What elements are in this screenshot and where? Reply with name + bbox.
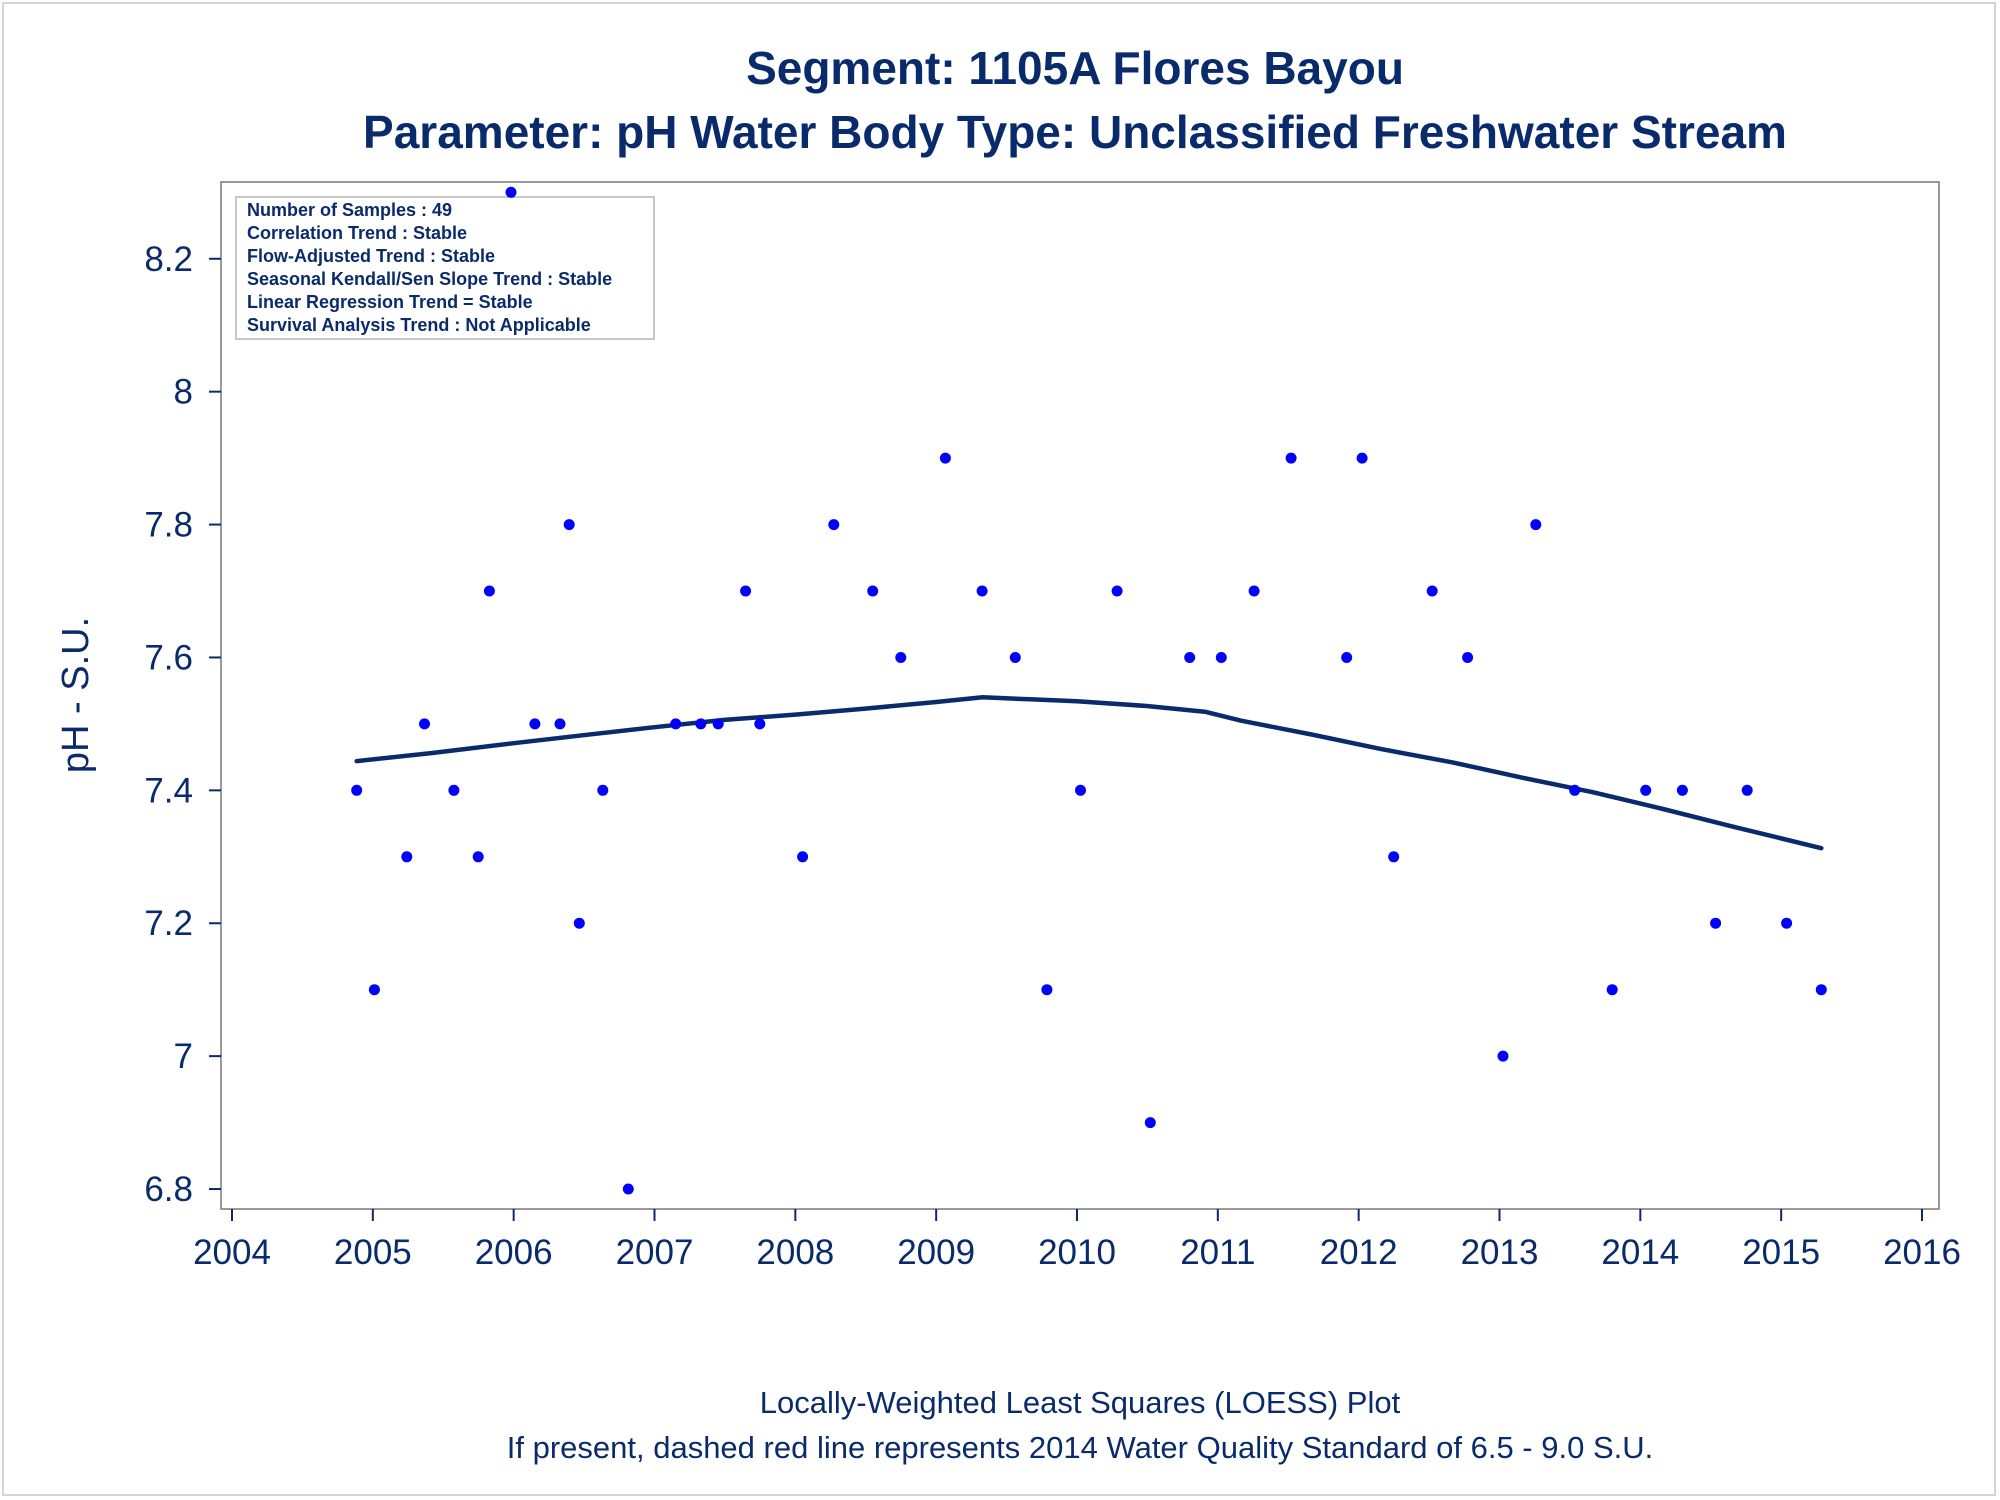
data-point: [1041, 984, 1053, 996]
data-point: [1009, 652, 1021, 663]
data-point: [1248, 585, 1260, 597]
marks-layer: [351, 186, 1827, 1195]
x-tick-label: 2014: [1601, 1233, 1679, 1272]
data-point: [740, 585, 752, 597]
footnote-standard: If present, dashed red line represents 2…: [507, 1430, 1654, 1465]
y-tick-label: 7.8: [144, 506, 193, 545]
y-tick-label: 6.8: [144, 1170, 193, 1209]
data-point: [573, 917, 585, 929]
data-point: [1606, 984, 1618, 996]
x-tick-label: 2009: [897, 1233, 975, 1272]
data-point: [1497, 1050, 1509, 1062]
chart-title: Segment: 1105A Flores Bayou: [746, 42, 1404, 94]
data-point: [1426, 585, 1438, 597]
inset-line: Seasonal Kendall/Sen Slope Trend : Stabl…: [247, 269, 612, 289]
x-tick-label: 2008: [756, 1233, 834, 1272]
x-tick-label: 2004: [193, 1233, 271, 1272]
y-tick-label: 8.2: [144, 240, 193, 279]
plot-area-frame: [220, 181, 1940, 1210]
x-tick-label: 2005: [334, 1233, 412, 1272]
data-point: [1215, 652, 1227, 663]
data-point: [976, 585, 988, 597]
chart-subtitle: Parameter: pH Water Body Type: Unclassif…: [363, 106, 1787, 158]
data-point: [529, 718, 541, 730]
data-point: [867, 585, 879, 597]
data-point: [1640, 784, 1652, 796]
data-point: [563, 519, 575, 531]
data-point: [895, 652, 907, 663]
data-point: [1285, 452, 1297, 464]
data-point: [1341, 652, 1353, 663]
y-tick-label: 7.2: [144, 904, 193, 943]
data-point: [1710, 917, 1722, 929]
y-axis-label: pH - S.U.: [55, 617, 97, 773]
x-tick-label: 2011: [1180, 1233, 1255, 1272]
inset-line: Linear Regression Trend = Stable: [247, 292, 533, 312]
x-tick-label: 2012: [1320, 1233, 1398, 1272]
data-point: [1144, 1117, 1156, 1129]
data-point: [1462, 652, 1474, 663]
axes-layer: 2004 2005 2006 2007 2008 2009 2010 2011 2012 2013…: [144, 240, 1961, 1272]
data-point: [1075, 784, 1086, 796]
data-point: [1676, 784, 1688, 796]
inset-line: Survival Analysis Trend : Not Applicable: [247, 315, 591, 335]
data-point: [351, 784, 363, 796]
data-point: [1781, 917, 1793, 929]
x-tick-label: 2015: [1742, 1233, 1820, 1272]
data-point: [1530, 519, 1542, 531]
y-tick-label: 7.6: [144, 638, 193, 677]
inset-box: [235, 196, 655, 340]
data-point: [554, 718, 566, 730]
data-point: [939, 452, 951, 464]
data-point: [368, 984, 380, 996]
y-tick-label: 7: [174, 1037, 193, 1076]
y-tick-label: 8: [174, 373, 193, 412]
data-point: [670, 718, 682, 730]
data-point: [695, 718, 707, 730]
y-tick-label: 7.4: [144, 771, 193, 810]
x-tick-label: 2006: [475, 1233, 553, 1272]
inset-line: Number of Samples : 49: [247, 200, 452, 220]
x-tick-label: 2007: [616, 1233, 694, 1272]
data-point: [797, 851, 809, 863]
x-tick-label: 2013: [1461, 1233, 1539, 1272]
data-point: [1184, 652, 1196, 663]
data-point: [1741, 784, 1753, 796]
data-point: [472, 851, 484, 863]
inset-line: Flow-Adjusted Trend : Stable: [247, 246, 495, 266]
data-point: [597, 784, 609, 796]
data-point: [505, 186, 517, 198]
data-point: [401, 851, 413, 863]
loess-line: [354, 695, 1824, 851]
data-point: [622, 1183, 634, 1195]
x-tick-label: 2010: [1038, 1233, 1116, 1272]
footnote-loess: Locally-Weighted Least Squares (LOESS) P…: [760, 1385, 1401, 1420]
trend-stats-inset: Number of Samples : 49 Correlation Trend…: [235, 196, 655, 340]
data-point: [1111, 585, 1123, 597]
data-point: [1815, 984, 1827, 996]
data-point: [1356, 452, 1368, 464]
data-point: [754, 718, 766, 730]
data-point: [448, 784, 460, 796]
x-tick-label: 2016: [1883, 1233, 1961, 1272]
data-point: [1569, 784, 1581, 796]
data-point: [828, 519, 840, 531]
data-point: [483, 585, 495, 597]
data-point: [1388, 851, 1400, 863]
inset-line: Correlation Trend : Stable: [247, 223, 467, 243]
data-point: [712, 718, 724, 730]
data-point: [419, 718, 430, 730]
